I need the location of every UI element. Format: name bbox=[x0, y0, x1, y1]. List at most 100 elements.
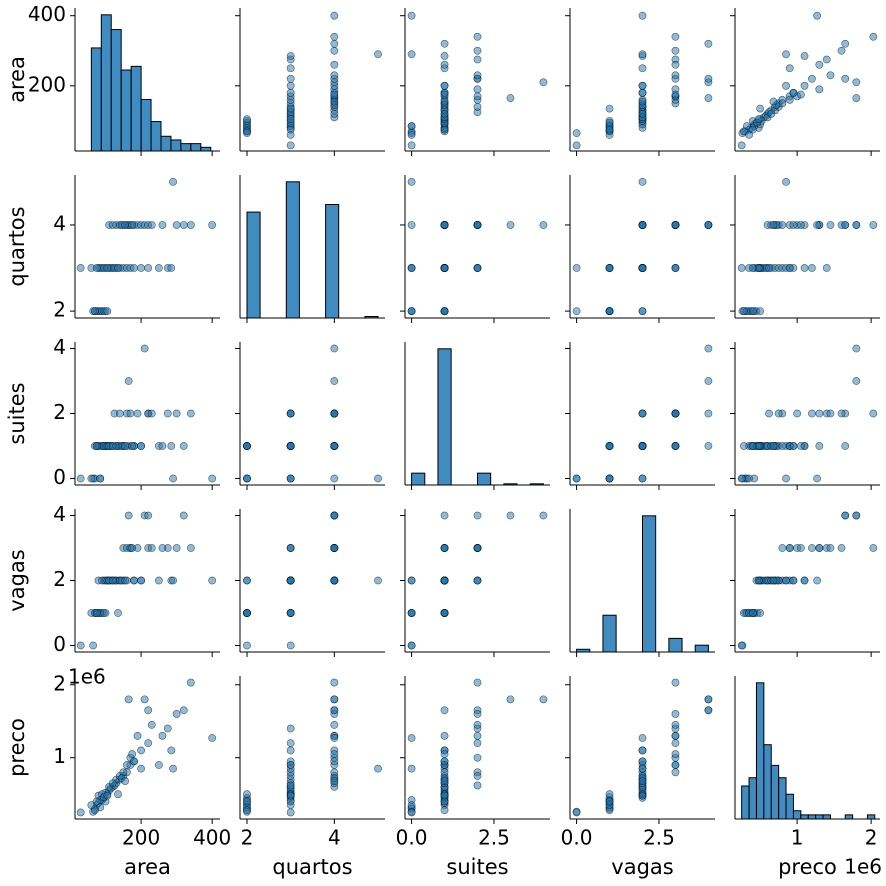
scatter-point bbox=[286, 781, 295, 790]
scatter-point bbox=[778, 544, 787, 552]
scatter-point bbox=[473, 678, 482, 687]
y-tick-label: 2 bbox=[53, 567, 66, 591]
scatter-point bbox=[572, 307, 581, 316]
panel bbox=[565, 342, 715, 490]
y-offset-label: 1e6 bbox=[68, 665, 106, 689]
scatter-point bbox=[440, 609, 449, 617]
scatter-point bbox=[286, 141, 295, 150]
x-axis-label: suites bbox=[446, 855, 508, 879]
scatter-point bbox=[440, 97, 449, 106]
scatter-point bbox=[765, 264, 773, 272]
scatter-point bbox=[800, 576, 809, 585]
scatter-point bbox=[76, 474, 85, 483]
scatter-point bbox=[826, 221, 835, 229]
hist-bar bbox=[170, 139, 182, 152]
scatter-point bbox=[108, 442, 117, 450]
scatter-point bbox=[473, 731, 482, 740]
hist-bar bbox=[160, 135, 172, 152]
panel: 24 bbox=[53, 175, 220, 323]
scatter-point bbox=[440, 307, 449, 316]
scatter-point bbox=[286, 808, 295, 817]
panel: 0.0 2.5 bbox=[396, 676, 550, 850]
scatter-point bbox=[286, 739, 295, 748]
scatter-point bbox=[815, 442, 824, 450]
scatter-point bbox=[407, 141, 416, 150]
scatter-point bbox=[671, 221, 680, 229]
scatter-point bbox=[158, 731, 167, 740]
scatter-point bbox=[374, 576, 382, 585]
scatter-point bbox=[704, 74, 713, 83]
scatter-point bbox=[813, 221, 822, 229]
scatter-point bbox=[140, 344, 149, 353]
hist-bar bbox=[778, 777, 787, 820]
scatter-point bbox=[605, 118, 614, 127]
scatter-point bbox=[440, 576, 449, 585]
scatter-point bbox=[286, 791, 295, 800]
scatter-point bbox=[826, 71, 835, 80]
scatter-point bbox=[330, 60, 339, 69]
hist-bar bbox=[694, 644, 709, 653]
scatter-point bbox=[440, 52, 449, 60]
scatter-point bbox=[754, 264, 763, 272]
scatter-point bbox=[91, 307, 99, 316]
scatter-point bbox=[671, 60, 680, 69]
y-tick-label: 2 bbox=[53, 671, 66, 695]
scatter-point bbox=[103, 264, 112, 272]
scatter-point bbox=[121, 221, 130, 229]
scatter-point bbox=[243, 474, 251, 483]
scatter-point bbox=[286, 115, 295, 124]
hist-bar bbox=[90, 47, 102, 152]
scatter-point bbox=[638, 88, 647, 97]
scatter-point bbox=[179, 221, 188, 229]
scatter-point bbox=[440, 791, 449, 800]
scatter-point bbox=[756, 104, 765, 113]
scatter-point bbox=[130, 264, 138, 272]
panel: 200 400 1 2 bbox=[53, 671, 231, 849]
scatter-point bbox=[144, 706, 153, 715]
scatter-point bbox=[638, 764, 647, 773]
x-axis-label: preco bbox=[778, 855, 837, 879]
hist-bar bbox=[120, 69, 132, 152]
scatter-point bbox=[473, 55, 482, 64]
scatter-point bbox=[813, 474, 822, 483]
scatter-point bbox=[826, 544, 835, 552]
scatter-point bbox=[638, 221, 647, 229]
scatter-point bbox=[671, 46, 680, 55]
scatter-point bbox=[796, 442, 805, 450]
scatter-point bbox=[154, 761, 163, 769]
scatter-point bbox=[473, 264, 482, 272]
panel bbox=[569, 509, 715, 657]
hist-bar bbox=[668, 637, 683, 653]
scatter-point bbox=[572, 264, 581, 272]
scatter-point bbox=[769, 576, 778, 585]
y-axis-label: vagas bbox=[5, 549, 29, 611]
scatter-point bbox=[473, 739, 482, 748]
scatter-point bbox=[796, 544, 805, 552]
scatter-point bbox=[158, 221, 167, 229]
scatter-point bbox=[473, 720, 482, 729]
scatter-point bbox=[473, 92, 482, 101]
scatter-point bbox=[330, 39, 339, 48]
scatter-point bbox=[330, 11, 339, 20]
scatter-point bbox=[167, 746, 176, 755]
scatter-point bbox=[147, 720, 156, 729]
scatter-point bbox=[330, 474, 339, 483]
scatter-point bbox=[76, 641, 85, 650]
hist-bar bbox=[800, 814, 809, 820]
hist-bar bbox=[602, 614, 617, 653]
scatter-point bbox=[286, 641, 295, 650]
scatter-point bbox=[137, 442, 146, 450]
scatter-point bbox=[121, 777, 130, 785]
hist-bar bbox=[285, 181, 300, 319]
panel: 0 2 4 bbox=[53, 335, 220, 490]
scatter-point bbox=[638, 81, 647, 90]
x-tick-label: 200 bbox=[122, 826, 160, 850]
scatter-point bbox=[208, 474, 217, 483]
hist-bar bbox=[411, 472, 426, 486]
scatter-point bbox=[813, 576, 822, 585]
scatter-point bbox=[473, 753, 482, 762]
scatter-point bbox=[785, 64, 794, 73]
x-tick-label: 2 bbox=[241, 826, 254, 850]
scatter-point bbox=[756, 609, 765, 617]
scatter-point bbox=[852, 377, 861, 385]
